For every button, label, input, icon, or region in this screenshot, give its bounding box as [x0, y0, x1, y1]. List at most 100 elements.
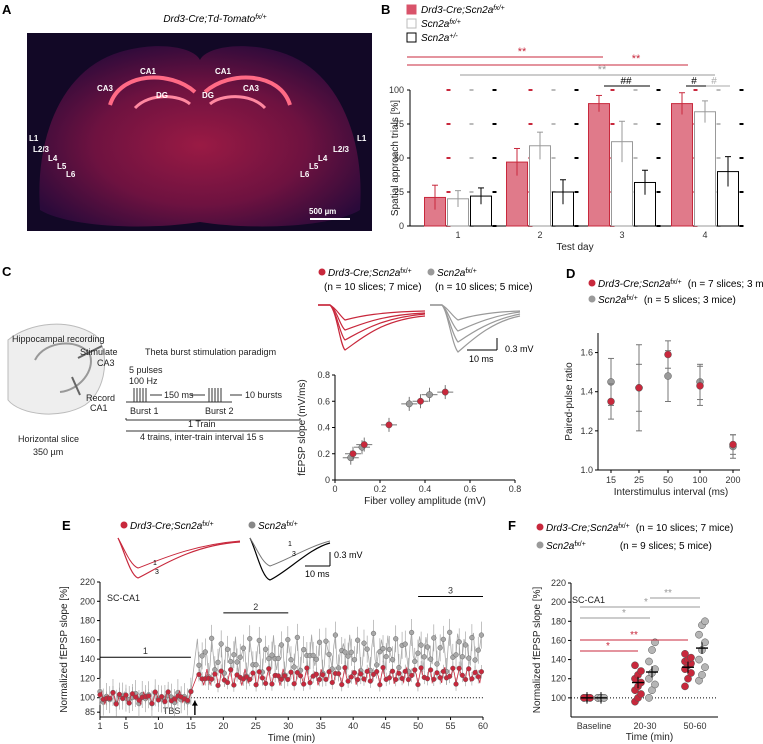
- data-point: [415, 650, 421, 656]
- chart-b: 0 25 50 75 100 Spatial approach trials [%] Tes…: [389, 85, 744, 253]
- panel-c: C Hippocampal recording Stimulate CA3 Re…: [2, 264, 534, 507]
- data-point: [310, 652, 316, 658]
- data-point: [234, 659, 240, 665]
- data-point: [237, 654, 243, 660]
- data-point: [408, 629, 415, 636]
- y-tick-label: 0: [325, 475, 330, 485]
- panel-b-significance: ** ** ** ## # #: [407, 46, 730, 87]
- y-tick-label: 140: [80, 654, 95, 664]
- panel-e: E Drd3-Cre;Scn2afx/+ Scn2afx/+ 1 3 1 3 1…: [59, 518, 488, 744]
- panel-a: A Drd3-Cre;Td-Tomatofx/+ CA1 CA1 CA3 CA3…: [2, 2, 372, 231]
- x-tick-label: 0.2: [374, 484, 387, 494]
- panel-e-letter: E: [62, 518, 71, 533]
- trace-label: 3: [292, 551, 296, 558]
- data-point: [389, 668, 396, 674]
- legend-marker: [248, 521, 256, 529]
- schematic-label: CA1: [90, 403, 108, 413]
- data-point: [288, 657, 294, 663]
- data-point: [253, 662, 259, 668]
- fepsp-traces-e: 1 3 1 3 10 ms 0.3 mV: [117, 537, 363, 581]
- data-point: [224, 646, 231, 652]
- x-tick-label: 25: [634, 475, 644, 485]
- data-point: [426, 391, 433, 399]
- data-point: [133, 694, 139, 700]
- data-point: [431, 676, 437, 682]
- data-point: [348, 649, 354, 655]
- data-point: [342, 665, 348, 671]
- layer-label: L6: [66, 170, 76, 179]
- x-axis-title: Time (min): [626, 732, 673, 743]
- data-point: [294, 669, 300, 676]
- data-point: [418, 665, 424, 671]
- data-point: [155, 697, 162, 703]
- legend-label: Scn2afx/+: [437, 268, 477, 280]
- data-point: [297, 673, 304, 679]
- data-point: [329, 679, 335, 686]
- paradigm-label: Burst 1: [130, 406, 159, 416]
- legend-swatch: [406, 18, 417, 29]
- data-point: [440, 668, 446, 675]
- data-point: [253, 682, 259, 688]
- data-point: [275, 673, 281, 679]
- data-point: [97, 692, 103, 698]
- y-tick-label: 100: [389, 85, 404, 95]
- y-tick-label: 180: [80, 616, 95, 626]
- data-point: [469, 635, 475, 641]
- data-point: [326, 669, 332, 675]
- data-point: [478, 669, 485, 675]
- data-point: [209, 676, 215, 682]
- cortical-layers-right: L1 L2/3 L4 L5 L6: [300, 134, 367, 179]
- paradigm-label: Burst 2: [205, 406, 234, 416]
- data-point: [304, 665, 310, 671]
- sig-marker: ##: [620, 76, 632, 87]
- y-tick-label: 0.8: [317, 370, 330, 380]
- data-point: [212, 671, 218, 677]
- layer-label: L6: [300, 170, 310, 179]
- data-point: [664, 372, 672, 380]
- legend-marker: [588, 295, 596, 303]
- data-point: [185, 697, 191, 704]
- data-point: [729, 440, 737, 449]
- legend-label: Drd3-Cre;Scn2afx/+ (n = 10 slices; 7 mice…: [546, 523, 733, 535]
- data-point: [116, 691, 123, 698]
- tbs-paradigm: Theta burst stimulation paradigm 5 pulse…: [125, 347, 301, 442]
- x-tick-label: 15: [606, 475, 616, 485]
- x-tick-label: 30: [283, 721, 293, 731]
- y-tick-label: 75: [394, 119, 404, 129]
- sig-marker: #: [711, 76, 717, 87]
- data-point: [326, 651, 332, 658]
- data-point: [129, 691, 136, 697]
- panel-d-letter: D: [566, 266, 575, 281]
- data-point: [320, 672, 326, 678]
- y-tick-label: 140: [551, 655, 566, 665]
- legend-marker: [536, 523, 544, 531]
- x-tick-label: 0: [332, 484, 337, 494]
- panel-b: B Drd3-Cre;Scn2afx/+ Scn2afx/+ Scn2a+/- …: [381, 2, 744, 253]
- data-point: [307, 680, 313, 686]
- data-point: [335, 671, 342, 677]
- data-point: [345, 653, 351, 659]
- legend-n: (n = 10 slices; 7 mice): [324, 282, 422, 293]
- data-point: [291, 681, 297, 687]
- data-point: [462, 676, 469, 683]
- burst-2-pulses: [208, 388, 222, 402]
- y-tick-label: 50: [394, 153, 404, 163]
- x-tick-label: 15: [186, 721, 196, 731]
- paradigm-label: 5 pulses: [129, 365, 163, 375]
- data-point: [472, 657, 478, 663]
- data-point: [447, 629, 453, 635]
- legend-swatch: [406, 32, 417, 43]
- trace-label: 3: [155, 569, 159, 576]
- data-point: [136, 697, 142, 703]
- y-tick-label: 120: [551, 674, 566, 684]
- data-point: [209, 635, 215, 641]
- sig-marker: #: [691, 76, 697, 87]
- data-point: [146, 693, 152, 699]
- data-point: [339, 681, 345, 688]
- data-point: [263, 680, 269, 687]
- data-point: [355, 677, 361, 683]
- data-point: [113, 701, 119, 707]
- trace-label: 1: [288, 541, 292, 548]
- y-axis-title: Paired-pulse ratio: [564, 362, 575, 441]
- data-point: [450, 665, 456, 671]
